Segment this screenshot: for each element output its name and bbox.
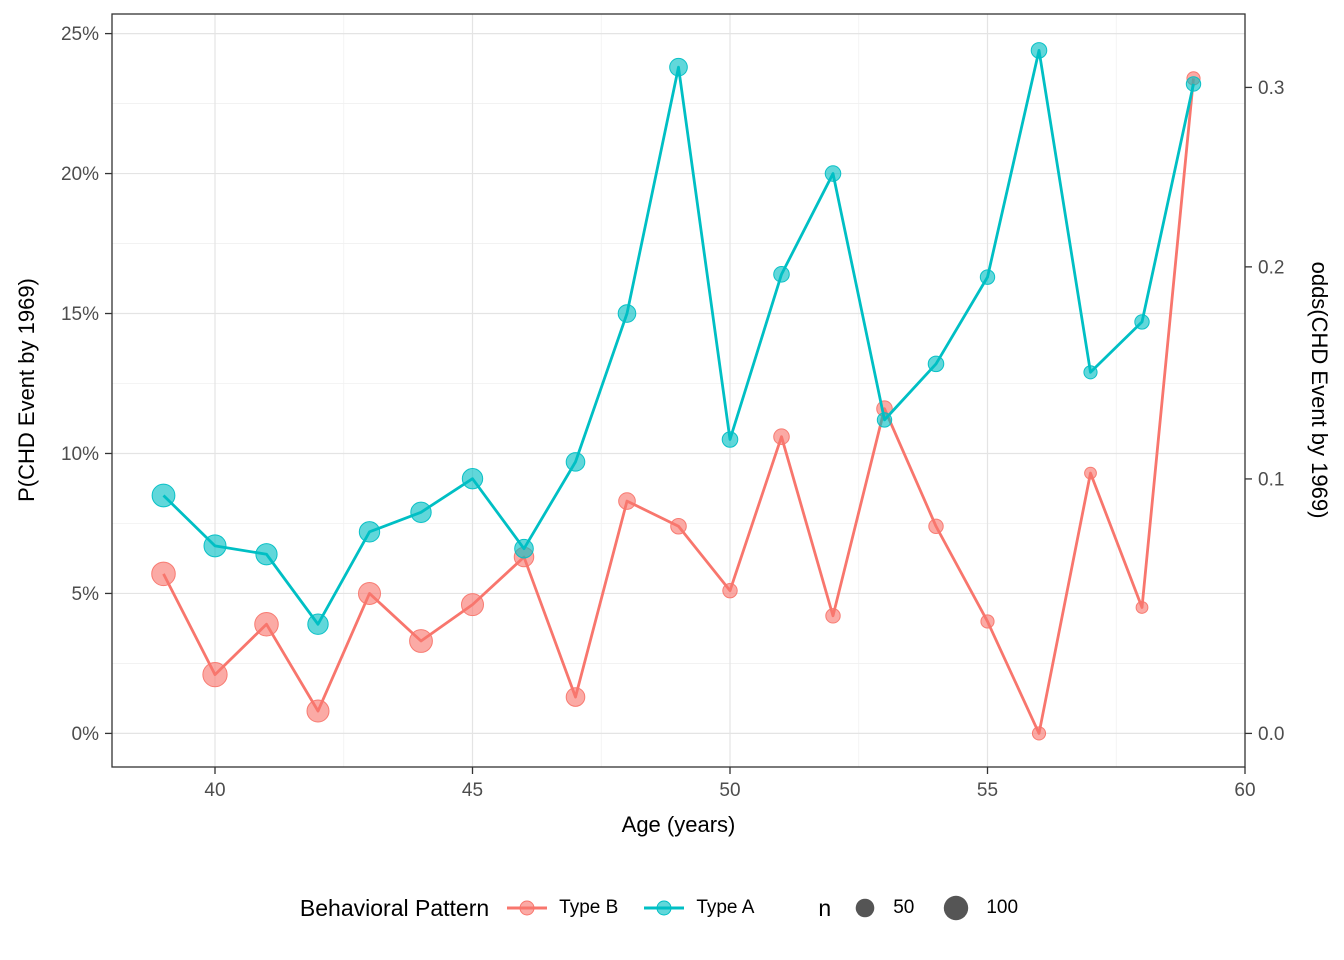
- data-point: [358, 581, 381, 605]
- data-point: [255, 543, 278, 566]
- y-right-tick-label: 0.1: [1258, 469, 1284, 490]
- size-legend-item-100: 100: [940, 892, 1018, 924]
- size-dot-50-icon: [855, 898, 875, 918]
- size-legend-item-50: 50: [851, 893, 914, 923]
- data-point: [203, 534, 227, 558]
- legend: Behavioral Pattern Type B Type A n 50: [0, 884, 1344, 932]
- data-point: [980, 614, 995, 629]
- data-point: [617, 304, 637, 323]
- data-point: [151, 483, 176, 508]
- legend-item-type-a: Type A: [642, 893, 754, 923]
- data-point: [1083, 365, 1098, 380]
- data-point: [876, 412, 893, 428]
- data-point: [1084, 466, 1097, 480]
- axis-tick-labels: 40 45 50 55 60 0% 5% 10% 15% 20% 25% 0.0 0.1 0.2 0.3: [61, 24, 1284, 801]
- x-tick-label: 40: [204, 780, 225, 801]
- type-b-key-icon: [507, 900, 548, 916]
- data-point: [202, 661, 228, 688]
- data-point: [773, 428, 790, 445]
- size-legend-title: n: [818, 894, 832, 921]
- size-legend-label-50: 50: [893, 897, 915, 918]
- legend-title: Behavioral Pattern: [299, 894, 490, 921]
- data-point: [514, 538, 534, 559]
- legend-label-type-a: Type A: [696, 897, 755, 918]
- y-right-tick-label: 0.2: [1258, 257, 1284, 278]
- y-left-tick-label: 0%: [72, 724, 100, 745]
- data-point: [721, 431, 739, 448]
- data-point: [1031, 726, 1047, 741]
- data-point: [461, 593, 484, 617]
- data-point: [669, 57, 688, 77]
- data-point: [722, 582, 738, 599]
- legend-label-type-b: Type B: [559, 897, 619, 918]
- axis-ticks: [105, 32, 1252, 774]
- y-left-tick-label: 20%: [61, 164, 99, 185]
- legend-item-type-b: Type B: [505, 893, 618, 923]
- series-type-a: [151, 42, 1202, 635]
- y-left-tick-label: 15%: [61, 304, 99, 325]
- grid-major: [112, 14, 1245, 767]
- data-point: [410, 501, 432, 523]
- data-point: [565, 452, 586, 472]
- data-point: [151, 561, 176, 587]
- data-point: [825, 608, 841, 624]
- y-right-tick-label: 0.0: [1258, 724, 1284, 745]
- x-tick-label: 50: [719, 780, 740, 801]
- data-point: [254, 611, 279, 637]
- data-point: [307, 613, 329, 635]
- x-tick-label: 60: [1234, 780, 1255, 801]
- data-point: [670, 517, 687, 535]
- x-axis-title: Age (years): [621, 812, 736, 837]
- data-point: [824, 165, 842, 182]
- data-point: [927, 355, 945, 373]
- data-point: [773, 266, 790, 283]
- size-dot-100-icon: [944, 895, 969, 921]
- data-point: [979, 269, 996, 285]
- y-right-tick-label: 0.3: [1258, 78, 1284, 99]
- data-point: [306, 699, 330, 723]
- data-point: [1135, 601, 1149, 614]
- y-left-tick-label: 5%: [72, 584, 100, 605]
- data-point: [358, 521, 381, 543]
- data-point: [1030, 42, 1048, 59]
- x-tick-label: 55: [977, 780, 998, 801]
- panel-background: [112, 14, 1245, 767]
- panel-border: [111, 13, 1246, 768]
- data-point: [928, 518, 944, 534]
- data-point: [618, 492, 636, 510]
- type-a-key-icon: [644, 900, 685, 916]
- size-legend-label-100: 100: [986, 897, 1019, 918]
- data-point: [565, 687, 586, 707]
- x-tick-label: 45: [462, 780, 483, 801]
- y-left-tick-label: 10%: [61, 444, 99, 465]
- y-axis-title-right: odds(CHD Event by 1969): [1307, 261, 1332, 519]
- data-point: [461, 467, 484, 490]
- data-point: [1185, 76, 1202, 92]
- data-point: [409, 629, 433, 653]
- data-point: [1134, 314, 1150, 330]
- y-left-tick-label: 25%: [61, 24, 99, 45]
- y-axis-title-left: P(CHD Event by 1969): [14, 278, 39, 502]
